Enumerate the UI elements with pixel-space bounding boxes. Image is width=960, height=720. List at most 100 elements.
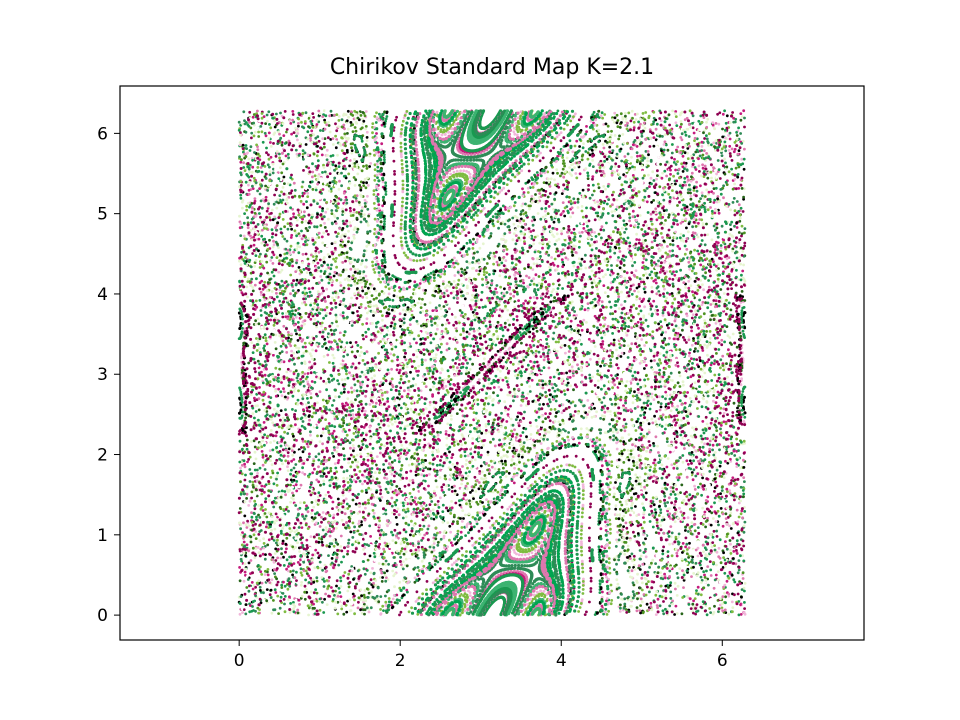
scatter-point [399,406,403,410]
scatter-point [543,112,546,116]
scatter-point [424,454,427,457]
scatter-point [452,225,456,228]
scatter-point [537,545,540,549]
scatter-point [300,594,304,598]
scatter-point [692,468,696,472]
scatter-point [718,464,722,468]
scatter-point [259,293,263,297]
scatter-point [603,113,607,116]
scatter-point [676,204,679,207]
scatter-point [443,330,447,334]
scatter-point [655,271,659,275]
scatter-point [402,456,406,460]
scatter-point [363,265,367,269]
scatter-point [591,444,595,448]
scatter-point [329,187,333,191]
scatter-point [486,363,490,367]
scatter-point [674,115,678,118]
scatter-point [373,178,377,182]
scatter-point [712,224,716,228]
scatter-point [608,145,612,149]
scatter-point [646,404,650,407]
scatter-point [610,460,614,464]
scatter-point [321,528,325,532]
scatter-point [291,289,295,292]
scatter-point [353,184,357,187]
scatter-point [700,303,704,307]
scatter-point [552,220,556,224]
scatter-point [295,489,299,493]
scatter-point [409,469,413,473]
scatter-point [346,552,349,556]
scatter-point [501,334,505,338]
scatter-point [684,217,688,221]
scatter-point [545,186,548,190]
scatter-point [556,264,560,268]
scatter-point [582,142,585,146]
scatter-point [563,344,567,347]
scatter-point [396,355,400,359]
scatter-point [597,186,601,190]
scatter-point [362,458,366,461]
scatter-point [659,405,663,409]
scatter-point [278,351,282,355]
scatter-point [336,497,340,501]
scatter-point [443,133,447,136]
scatter-point [316,159,320,163]
scatter-point [526,458,530,462]
scatter-point [512,548,516,552]
scatter-point [532,593,536,597]
scatter-point [468,470,471,474]
scatter-point [585,206,588,210]
scatter-point [671,239,675,243]
scatter-point [735,306,739,310]
scatter-point [646,570,650,574]
scatter-point [583,308,587,312]
scatter-point [312,276,316,279]
scatter-point [378,519,381,523]
scatter-point [718,538,722,542]
scatter-point [338,591,342,594]
scatter-point [260,450,264,453]
scatter-point [310,501,314,504]
scatter-point [308,418,311,422]
scatter-point [435,463,439,467]
scatter-point [361,380,364,384]
scatter-point [504,259,508,262]
scatter-point [335,584,338,588]
scatter-point [680,225,684,228]
scatter-point [247,322,251,326]
scatter-point [412,534,415,538]
scatter-point [716,159,720,162]
scatter-point [625,502,629,506]
scatter-point [603,404,607,408]
scatter-point [464,213,467,217]
scatter-point [712,201,716,204]
scatter-point [256,189,259,193]
scatter-point [705,188,709,192]
scatter-point [676,584,680,588]
scatter-point [671,109,674,113]
scatter-point [381,310,385,314]
scatter-point [661,193,664,197]
scatter-point [538,241,542,245]
scatter-point [437,214,440,218]
scatter-point [334,466,338,470]
scatter-point [365,139,369,143]
scatter-point [261,140,265,144]
scatter-point [678,506,681,510]
scatter-point [640,600,644,604]
scatter-point [480,298,483,302]
scatter-point [394,541,398,545]
scatter-point [352,265,355,268]
scatter-point [492,391,495,395]
scatter-point [287,391,290,395]
scatter-point [618,149,622,153]
scatter-point [389,324,393,328]
scatter-point [632,554,636,558]
scatter-point [360,523,363,527]
scatter-point [626,559,630,563]
scatter-point [269,259,273,262]
scatter-point [626,448,630,452]
